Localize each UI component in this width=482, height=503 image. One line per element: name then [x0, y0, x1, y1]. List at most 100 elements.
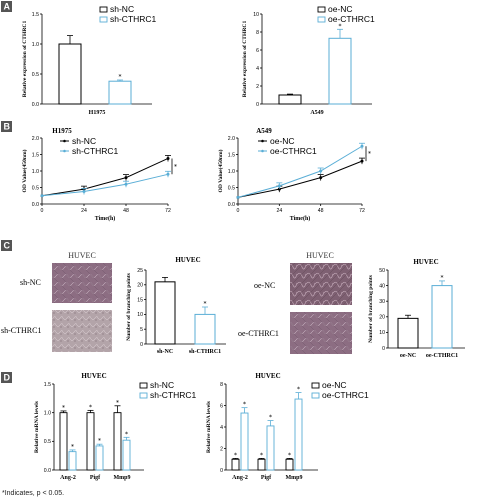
- figure-canvas: A B C D HUVEC sh-NC sh-CTHRC1 HUVEC oe-N…: [1, 1, 465, 481]
- x-axis-label: A549: [310, 110, 323, 116]
- y-tick-label: 2: [220, 446, 223, 452]
- legend-label: sh-CTHRC1: [150, 390, 197, 400]
- chart-c-left: 0 5 10 15 20 25 Number of branching points sh-N…: [126, 256, 226, 355]
- micrograph-sh-cthrc1: [52, 310, 112, 352]
- bar: [68, 451, 77, 471]
- micrograph-oe-cthrc1: [290, 312, 352, 354]
- y-tick-label: 10: [137, 312, 143, 318]
- series-line: [41, 173, 169, 197]
- svg-text:B: B: [4, 122, 11, 132]
- chart-title: HUVEC: [175, 256, 200, 264]
- y-tick-label: 6: [220, 403, 223, 409]
- svg-text:C: C: [4, 241, 11, 251]
- chart-b-right: 0.0 0.5 1.0 1.5 2.0 OD Value(450nm) 0 24 48 72 Tim…: [217, 127, 371, 222]
- y-tick-label: 30: [379, 299, 385, 305]
- chart-a-right: 0 2 4 6 8 10 Relative expression of CTHRC1 * A54…: [242, 4, 375, 116]
- bar: [86, 412, 95, 471]
- legend-swatch: [317, 6, 326, 13]
- chart-d-right: 0 2 4 6 8 Relative mRNA levels * * Ang-2 * * Pigf * *…: [206, 372, 369, 481]
- significance-star: *: [260, 452, 263, 459]
- y-tick-label: 0: [256, 102, 259, 108]
- x-tick-label: 72: [359, 208, 365, 214]
- chart-title: HUVEC: [81, 372, 106, 380]
- micrograph-label-oe-cthrc1: oe-CTHRC1: [238, 329, 279, 338]
- y-tick-label: 20: [379, 315, 385, 321]
- y-tick-label: 1.0: [228, 169, 235, 175]
- legend-marker: [261, 149, 264, 153]
- y-tick-label: 2.0: [228, 136, 235, 142]
- x-tick-label: 24: [276, 208, 282, 214]
- y-axis-label: Relative expression of CTHRC1: [22, 21, 28, 98]
- x-tick-label: sh-CTHRC1: [189, 349, 221, 355]
- y-tick-label: 40: [379, 283, 385, 289]
- x-axis-label: Time(h): [95, 215, 116, 222]
- chart-a-left: 0.0 0.5 1.0 1.5 Relative expression of CTHRC…: [22, 4, 157, 116]
- x-tick-label: 0: [237, 208, 240, 214]
- x-tick-label: Ang-2: [232, 475, 248, 481]
- chart-title: HUVEC: [413, 258, 438, 266]
- bar: [154, 281, 176, 345]
- svg-text:D: D: [4, 373, 11, 383]
- significance-star: *: [441, 274, 444, 281]
- y-tick-label: 8: [220, 382, 223, 388]
- legend-swatch: [99, 6, 108, 13]
- legend-swatch: [139, 392, 148, 399]
- legend-swatch: [317, 16, 326, 23]
- bar: [278, 94, 302, 105]
- y-tick-label: 0: [220, 468, 223, 474]
- x-tick-label: 0: [41, 208, 44, 214]
- chart-title: H1975: [52, 127, 72, 135]
- micrograph-title-right: HUVEC: [306, 251, 334, 260]
- y-axis-label: Relative mRNA levels: [34, 400, 40, 453]
- significance-star: *: [116, 399, 119, 406]
- bar: [95, 445, 104, 471]
- micrograph-label-sh-nc: sh-NC: [20, 278, 41, 287]
- y-axis-label: Relative expression of CTHRC1: [242, 21, 248, 98]
- significance-star: *: [62, 404, 65, 411]
- bar: [108, 80, 132, 105]
- data-point: [236, 195, 240, 199]
- x-tick-label: 24: [81, 208, 87, 214]
- x-tick-label: Pigf: [261, 475, 272, 481]
- bar: [240, 412, 249, 471]
- y-axis-label: Number of branching points: [368, 274, 374, 343]
- micrograph-label-oe-nc: oe-NC: [254, 281, 275, 290]
- y-tick-label: 0.5: [32, 72, 39, 78]
- y-tick-label: 1.5: [228, 152, 235, 158]
- y-tick-label: 50: [379, 268, 385, 274]
- y-axis-label: Number of branching points: [126, 272, 132, 341]
- y-tick-label: 0.0: [32, 202, 39, 208]
- significance-star: *: [269, 414, 272, 421]
- legend-label: sh-CTHRC1: [110, 14, 157, 24]
- significance-star: *: [243, 401, 246, 408]
- bar: [285, 458, 294, 471]
- legend-label: sh-NC: [110, 4, 134, 14]
- y-tick-label: 10: [379, 330, 385, 336]
- footnote: *Indicates, p < 0.05.: [2, 490, 65, 497]
- y-tick-label: 0.5: [228, 185, 235, 191]
- significance-star: *: [89, 404, 92, 411]
- bar: [266, 425, 275, 471]
- bar: [257, 458, 266, 471]
- x-tick-label: Mmp9: [286, 475, 303, 481]
- x-tick-label: oe-NC: [400, 353, 416, 359]
- y-tick-label: 1.0: [32, 169, 39, 175]
- svg-text:A: A: [4, 2, 11, 12]
- x-tick-label: Ang-2: [60, 475, 76, 481]
- micrograph-oe-nc: [290, 263, 352, 305]
- significance-star: *: [288, 452, 291, 459]
- bar: [58, 43, 82, 105]
- bar: [328, 37, 352, 105]
- data-point: [40, 194, 44, 198]
- y-axis-label: OD Value(450nm): [21, 149, 28, 192]
- bar: [231, 458, 240, 471]
- series-line: [237, 145, 363, 198]
- bar: [113, 412, 122, 471]
- legend-label: oe-CTHRC1: [328, 14, 375, 24]
- y-tick-label: 25: [137, 268, 143, 274]
- y-tick-label: 0: [382, 346, 385, 352]
- bar: [397, 317, 419, 349]
- x-axis-label: H1975: [89, 110, 106, 116]
- y-tick-label: 10: [253, 12, 259, 18]
- x-tick-label: 48: [318, 208, 324, 214]
